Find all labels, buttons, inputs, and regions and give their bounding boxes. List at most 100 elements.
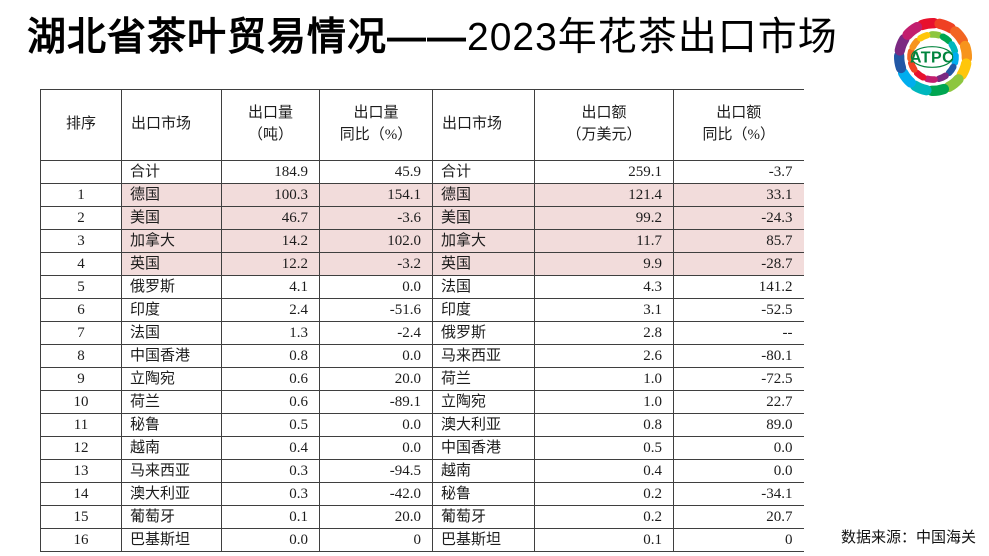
- volume-yoy-cell: -89.1: [319, 390, 433, 414]
- volume-cell: 0.4: [221, 436, 320, 460]
- value-cell: 3.1: [534, 298, 674, 322]
- volume-yoy-cell: 154.1: [319, 183, 433, 207]
- value-yoy-cell: 20.7: [673, 505, 804, 529]
- rank-cell: 1: [40, 183, 122, 207]
- value-yoy-cell: -3.7: [673, 160, 804, 184]
- volume-market-cell: 葡萄牙: [121, 505, 222, 529]
- value-market-cell: 荷兰: [432, 367, 535, 391]
- volume-cell: 2.4: [221, 298, 320, 322]
- volume-yoy-cell: -51.6: [319, 298, 433, 322]
- rank-cell: 3: [40, 229, 122, 253]
- logo-text: ATPC: [910, 50, 954, 67]
- value-cell: 9.9: [534, 252, 674, 276]
- rank-cell: 6: [40, 298, 122, 322]
- value-cell: 259.1: [534, 160, 674, 184]
- value-yoy-cell: 0.0: [673, 459, 804, 483]
- volume-market-cell: 法国: [121, 321, 222, 345]
- rank-cell: [40, 160, 122, 184]
- table-row: 4 英国 12.2 -3.2 英国 9.9 -28.7: [40, 252, 804, 276]
- volume-cell: 1.3: [221, 321, 320, 345]
- table-row: 合计 184.9 45.9 合计 259.1 -3.7: [40, 160, 804, 184]
- volume-cell: 0.5: [221, 413, 320, 437]
- data-source: 数据来源：中国海关: [840, 529, 976, 546]
- value-market-cell: 秘鲁: [432, 482, 535, 506]
- title-subject: 2023年花茶出口市场: [467, 16, 838, 59]
- value-market-cell: 英国: [432, 252, 535, 276]
- value-yoy-cell: 85.7: [673, 229, 804, 253]
- rank-cell: 7: [40, 321, 122, 345]
- value-cell: 1.0: [534, 390, 674, 414]
- volume-yoy-cell: 0.0: [319, 413, 433, 437]
- value-yoy-cell: -80.1: [673, 344, 804, 368]
- table-row: 6 印度 2.4 -51.6 印度 3.1 -52.5: [40, 298, 804, 322]
- value-yoy-cell: --: [673, 321, 804, 345]
- value-market-cell: 巴基斯坦: [432, 528, 535, 552]
- value-cell: 0.4: [534, 459, 674, 483]
- value-cell: 0.2: [534, 482, 674, 506]
- volume-cell: 14.2: [221, 229, 320, 253]
- rank-cell: 16: [40, 528, 122, 552]
- rank-cell: 13: [40, 459, 122, 483]
- page-title: 湖北省茶叶贸易情况——2023年花茶出口市场: [27, 14, 838, 63]
- rank-cell: 10: [40, 390, 122, 414]
- header-rank: 排序: [40, 89, 122, 161]
- value-market-cell: 葡萄牙: [432, 505, 535, 529]
- table-row: 8 中国香港 0.8 0.0 马来西亚 2.6 -80.1: [40, 344, 804, 368]
- value-market-cell: 马来西亚: [432, 344, 535, 368]
- volume-market-cell: 合计: [121, 160, 222, 184]
- volume-yoy-cell: -42.0: [319, 482, 433, 506]
- volume-cell: 0.1: [221, 505, 320, 529]
- table-row: 16 巴基斯坦 0.0 0 巴基斯坦 0.1 0: [40, 528, 804, 552]
- header-volume-market: 出口市场: [121, 89, 222, 161]
- rank-cell: 8: [40, 344, 122, 368]
- value-cell: 121.4: [534, 183, 674, 207]
- value-yoy-cell: -24.3: [673, 206, 804, 230]
- value-yoy-cell: 33.1: [673, 183, 804, 207]
- logo-ellipse: [910, 46, 954, 68]
- volume-yoy-cell: 45.9: [319, 160, 433, 184]
- volume-yoy-cell: 0.0: [319, 436, 433, 460]
- atpc-logo: ATPC: [894, 18, 972, 96]
- value-cell: 4.3: [534, 275, 674, 299]
- volume-market-cell: 荷兰: [121, 390, 222, 414]
- volume-cell: 4.1: [221, 275, 320, 299]
- volume-yoy-cell: -3.6: [319, 206, 433, 230]
- rank-cell: 9: [40, 367, 122, 391]
- volume-market-cell: 印度: [121, 298, 222, 322]
- volume-market-cell: 巴基斯坦: [121, 528, 222, 552]
- table-row: 5 俄罗斯 4.1 0.0 法国 4.3 141.2: [40, 275, 804, 299]
- value-yoy-cell: 22.7: [673, 390, 804, 414]
- value-market-cell: 法国: [432, 275, 535, 299]
- volume-market-cell: 俄罗斯: [121, 275, 222, 299]
- volume-yoy-cell: 20.0: [319, 505, 433, 529]
- table-row: 1 德国 100.3 154.1 德国 121.4 33.1: [40, 183, 804, 207]
- value-yoy-cell: -52.5: [673, 298, 804, 322]
- value-cell: 0.2: [534, 505, 674, 529]
- value-cell: 99.2: [534, 206, 674, 230]
- value-cell: 2.6: [534, 344, 674, 368]
- volume-market-cell: 秘鲁: [121, 413, 222, 437]
- table-row: 9 立陶宛 0.6 20.0 荷兰 1.0 -72.5: [40, 367, 804, 391]
- volume-cell: 46.7: [221, 206, 320, 230]
- volume-yoy-cell: -94.5: [319, 459, 433, 483]
- rank-cell: 14: [40, 482, 122, 506]
- table-row: 15 葡萄牙 0.1 20.0 葡萄牙 0.2 20.7: [40, 505, 804, 529]
- header-volume-yoy: 出口量 同比（%）: [319, 89, 433, 161]
- value-yoy-cell: -34.1: [673, 482, 804, 506]
- value-yoy-cell: -28.7: [673, 252, 804, 276]
- header-value: 出口额 （万美元）: [534, 89, 674, 161]
- value-market-cell: 印度: [432, 298, 535, 322]
- rank-cell: 12: [40, 436, 122, 460]
- value-cell: 11.7: [534, 229, 674, 253]
- volume-market-cell: 中国香港: [121, 344, 222, 368]
- volume-market-cell: 越南: [121, 436, 222, 460]
- value-cell: 0.5: [534, 436, 674, 460]
- value-cell: 1.0: [534, 367, 674, 391]
- rank-cell: 2: [40, 206, 122, 230]
- volume-yoy-cell: 20.0: [319, 367, 433, 391]
- value-market-cell: 美国: [432, 206, 535, 230]
- volume-market-cell: 加拿大: [121, 229, 222, 253]
- header-row: 排序 出口市场 出口量 （吨） 出口量 同比（%） 出口市场: [40, 89, 804, 161]
- table-row: 14 澳大利亚 0.3 -42.0 秘鲁 0.2 -34.1: [40, 482, 804, 506]
- logo-swirl-icon: [894, 18, 972, 96]
